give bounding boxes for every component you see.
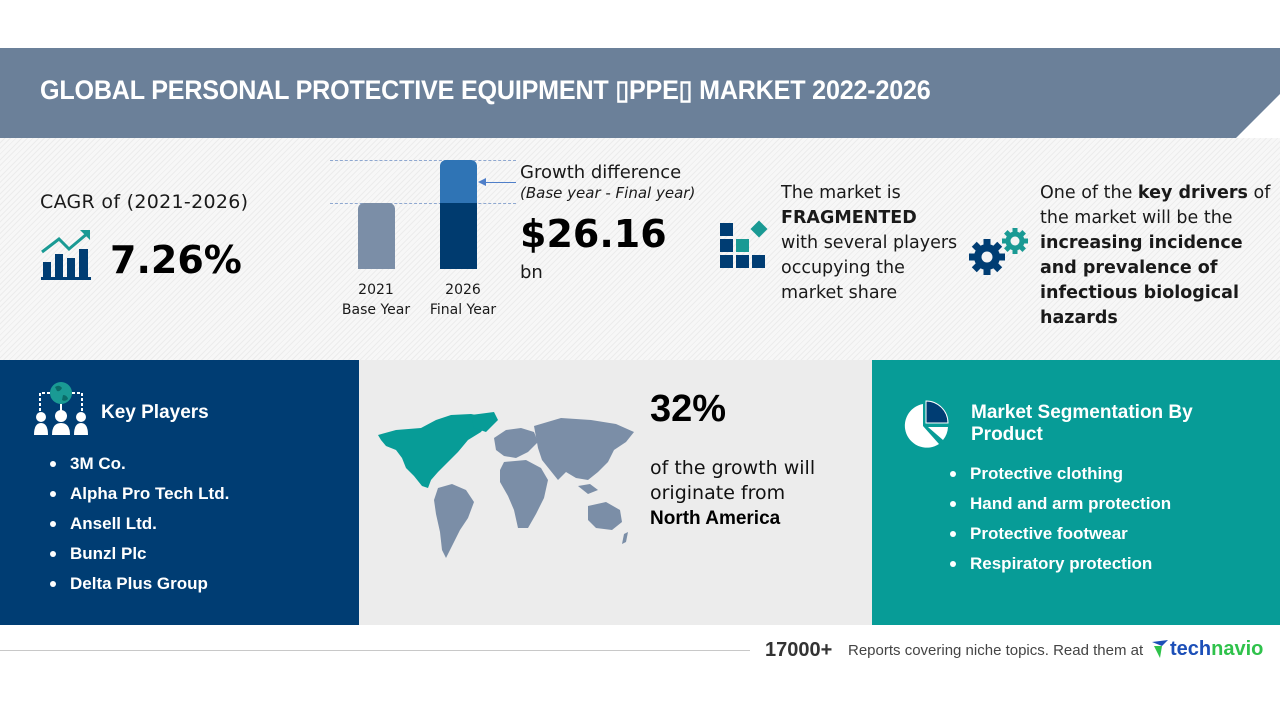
dashed-guide-top <box>330 160 516 161</box>
dashed-guide-base <box>330 203 516 204</box>
driver-key-phrase: key drivers <box>1137 183 1248 203</box>
pie-chart-icon <box>904 400 949 448</box>
growth-chart-icon <box>41 230 91 280</box>
report-count: 17000+ <box>765 639 833 661</box>
arrow-left-icon <box>478 178 486 186</box>
key-players-panel <box>0 360 359 625</box>
footer-divider <box>0 650 750 651</box>
growth-title: Growth difference <box>520 162 682 183</box>
list-item: Protective clothing <box>950 459 1171 489</box>
region-name: North America <box>650 508 781 529</box>
world-map-icon <box>378 412 634 558</box>
list-item: Protective footwear <box>950 519 1171 549</box>
bar-2026-growth <box>440 160 477 204</box>
technavio-logo-icon <box>1152 640 1168 658</box>
list-item: Ansell Ltd. <box>50 509 229 539</box>
bar-label-2021: 2021 Base Year <box>336 280 416 320</box>
segmentation-list: Protective clothing Hand and arm protect… <box>950 459 1171 579</box>
page-title: GLOBAL PERSONAL PROTECTIVE EQUIPMENT ▯PP… <box>40 75 931 105</box>
bar-year: 2026 <box>445 282 481 298</box>
list-item: Bunzl Plc <box>50 539 229 569</box>
gears-icon <box>969 228 1028 275</box>
structure-line2: with several players occupying the marke… <box>781 233 958 303</box>
growth-unit: bn <box>520 262 543 283</box>
growth-subtitle: (Base year - Final year) <box>520 184 696 202</box>
driver-middle: of the market will be the <box>1040 183 1271 228</box>
growth-value: $26.16 <box>520 212 667 256</box>
logo-tech-text: tech <box>1170 637 1212 660</box>
region-percent: 32% <box>650 388 727 430</box>
market-structure-text: The market is FRAGMENTED with several pl… <box>781 181 961 306</box>
cagr-label: CAGR of (2021-2026) <box>40 191 249 213</box>
bar-2021-base <box>358 203 395 269</box>
footer-text: Reports covering niche topics. Read them… <box>848 642 1144 659</box>
bar-caption: Final Year <box>429 302 497 318</box>
structure-line1: The market is <box>781 183 901 203</box>
technavio-logo[interactable]: tech navio <box>1152 637 1263 661</box>
list-item: 3M Co. <box>50 449 229 479</box>
list-item: Delta Plus Group <box>50 569 229 599</box>
key-players-list: 3M Co. Alpha Pro Tech Ltd. Ansell Ltd. B… <box>50 449 229 599</box>
list-item: Alpha Pro Tech Ltd. <box>50 479 229 509</box>
driver-highlight: increasing incidence and prevalence of i… <box>1040 233 1243 328</box>
logo-navio-text: navio <box>1211 637 1264 660</box>
fragmented-blocks-icon <box>720 220 768 268</box>
key-driver-text: One of the key drivers of the market wil… <box>1040 181 1275 331</box>
list-item: Hand and arm protection <box>950 489 1171 519</box>
region-text: of the growth will originate from <box>650 457 816 504</box>
segmentation-title: Market Segmentation By Product <box>971 402 1193 445</box>
key-players-title: Key Players <box>101 402 209 423</box>
global-players-icon <box>34 382 88 435</box>
bar-caption: Base Year <box>341 302 411 318</box>
structure-emphasis: FRAGMENTED <box>781 208 917 228</box>
header-banner <box>0 48 1280 138</box>
segmentation-panel <box>872 360 1280 625</box>
bar-label-2026: 2026 Final Year <box>418 280 508 320</box>
bar-2026-base <box>440 203 477 269</box>
arrow-line <box>480 182 516 183</box>
cagr-value: 7.26% <box>110 238 242 282</box>
list-item: Respiratory protection <box>950 549 1171 579</box>
driver-prefix: One of the <box>1040 183 1138 203</box>
bar-year: 2021 <box>358 282 394 298</box>
